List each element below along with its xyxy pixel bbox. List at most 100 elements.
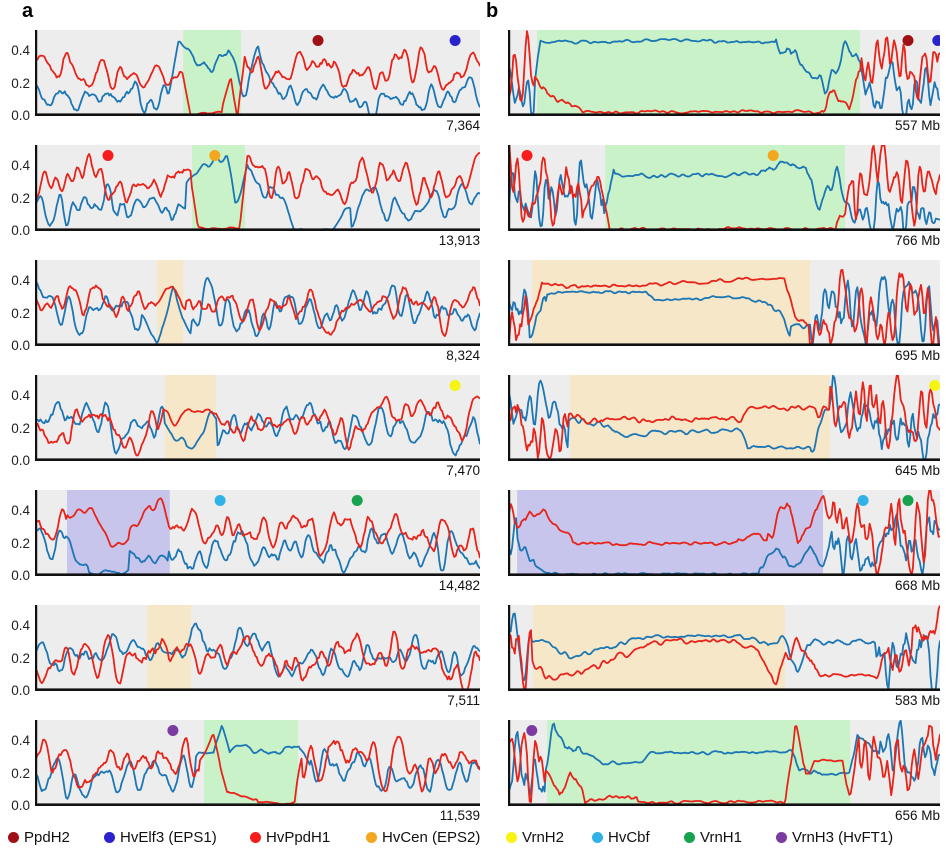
legend-item: PpdH2	[8, 824, 70, 850]
legend-dot-icon	[776, 831, 787, 843]
y-tick-label: 0.2	[11, 650, 30, 666]
panel-plot	[508, 605, 940, 691]
legend-dot-icon	[592, 831, 603, 843]
y-tick-label: 0.0	[11, 798, 30, 813]
red-series-line	[35, 630, 480, 691]
panel-plot	[35, 145, 480, 231]
panel-a-row6	[35, 605, 480, 691]
blue-series-line	[35, 725, 480, 800]
highlight-region-orange	[533, 605, 785, 691]
y-tick-label: 0.0	[11, 338, 30, 353]
highlight-region-green	[183, 30, 242, 116]
panel-value-label: 557 Mb	[894, 118, 940, 133]
legend-dot-icon	[506, 831, 517, 843]
gene-marker-dot-vrnh2	[929, 380, 940, 391]
y-tick-label: 0.4	[11, 733, 30, 749]
panel-a-row7	[35, 720, 480, 806]
blue-series-line	[508, 38, 940, 116]
red-series-line	[35, 733, 480, 806]
red-series-line	[508, 269, 940, 346]
y-tick-label: 0.4	[11, 388, 30, 404]
legend-label: HvCbf	[608, 828, 650, 846]
gene-marker-dot-hvcbf	[214, 495, 226, 506]
legend-dot-icon	[250, 831, 261, 843]
blue-series-line	[35, 401, 480, 457]
y-tick-label: 0.2	[11, 765, 30, 781]
panel-b-row4	[508, 375, 940, 461]
highlight-region-purple	[517, 490, 823, 576]
y-tick-label: 0.0	[11, 568, 30, 583]
red-series-line	[508, 605, 940, 691]
panel-value-label: 7,470	[446, 463, 480, 478]
panel-plot	[508, 375, 940, 461]
panel-plot	[35, 375, 480, 461]
gene-marker-dot-vrnh1	[902, 495, 914, 506]
panel-b-row2	[508, 145, 940, 231]
blue-series-line	[508, 612, 940, 691]
legend-item: HvPpdH1	[250, 824, 330, 850]
panel-value-label: 14,482	[438, 578, 480, 593]
panel-value-label: 645 Mb	[894, 463, 940, 478]
gene-marker-dot-hvcen-eps2	[209, 150, 221, 161]
panel-b-row7	[508, 720, 940, 806]
legend-label: VrnH2	[522, 828, 564, 846]
y-tick-label: 0.4	[11, 158, 30, 174]
panel-a-row5	[35, 490, 480, 576]
legend-item: VrnH1	[684, 824, 742, 850]
panel-a-row2	[35, 145, 480, 231]
panel-plot	[508, 720, 940, 806]
legend-dot-icon	[8, 831, 19, 843]
panel-a-row1	[35, 30, 480, 116]
panel-letter-a: a	[22, 0, 34, 22]
y-tick-label: 0.4	[11, 273, 30, 289]
blue-series-line	[508, 159, 940, 231]
panel-plot	[508, 145, 940, 231]
panel-plot	[35, 720, 480, 806]
legend-label: PpdH2	[24, 828, 70, 846]
y-tick-label: 0.2	[11, 305, 30, 321]
gene-marker-dot-ppdh2	[312, 35, 324, 46]
y-tick-label: 0.2	[11, 75, 30, 91]
panel-value-label: 695 Mb	[894, 348, 940, 363]
y-tick-label: 0.4	[11, 618, 30, 634]
highlight-region-green	[204, 720, 298, 806]
legend-label: VrnH1	[700, 828, 742, 846]
legend-dot-icon	[684, 831, 695, 843]
panel-value-label: 656 Mb	[894, 808, 940, 823]
panel-value-label: 7,511	[447, 693, 480, 708]
gene-marker-dot-hvppdh1	[521, 150, 533, 161]
y-tick-label: 0.4	[11, 503, 30, 519]
gene-marker-dot-hvppdh1	[102, 150, 114, 161]
legend-item: VrnH3 (HvFT1)	[776, 824, 893, 850]
y-tick-label: 0.2	[11, 190, 30, 206]
panel-value-label: 766 Mb	[894, 233, 940, 248]
panel-b-row6	[508, 605, 940, 691]
y-tick-label: 0.4	[11, 43, 30, 59]
red-series-line	[35, 46, 480, 116]
y-tick-label: 0.0	[11, 108, 30, 123]
panel-plot	[508, 490, 940, 576]
gene-marker-dot-hvcen-eps2	[767, 150, 779, 161]
gene-marker-dot-ppdh2	[902, 35, 914, 46]
panel-value-label: 13,913	[438, 233, 480, 248]
y-tick-label: 0.2	[11, 535, 30, 551]
y-tick-label: 0.0	[11, 223, 30, 238]
red-series-line	[35, 395, 480, 457]
panel-a-row3	[35, 260, 480, 346]
red-series-line	[35, 497, 480, 559]
legend-dot-icon	[366, 831, 377, 843]
legend-label: VrnH3 (HvFT1)	[792, 828, 894, 846]
red-series-line	[35, 152, 480, 230]
blue-series-line	[508, 720, 940, 797]
legend-item: HvCen (EPS2)	[366, 824, 480, 850]
highlight-region-green	[605, 145, 845, 231]
panel-b-row5	[508, 490, 940, 576]
panel-letter-b: b	[486, 0, 499, 22]
panel-a-row4	[35, 375, 480, 461]
red-series-line	[35, 284, 480, 337]
legend-dot-icon	[104, 831, 115, 843]
highlight-region-orange	[532, 260, 810, 346]
legend-item: HvElf3 (EPS1)	[104, 824, 217, 850]
highlight-region-orange	[570, 375, 830, 461]
